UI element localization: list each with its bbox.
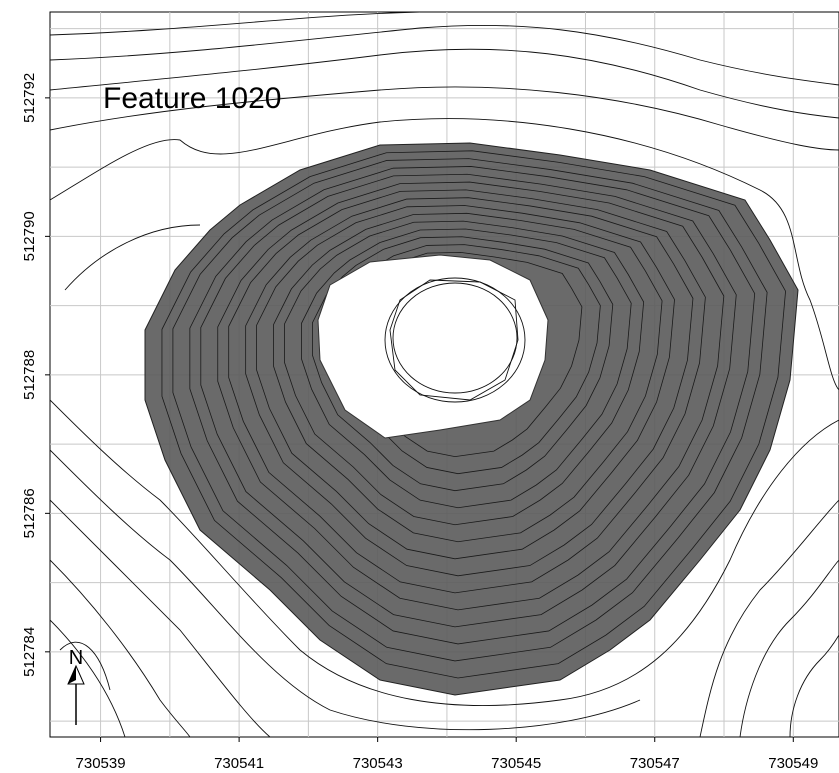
x-tick-label: 730539 <box>76 755 126 772</box>
y-tick-label: 512792 <box>21 73 38 123</box>
x-tick-label: 730547 <box>630 755 680 772</box>
y-tick-label: 512786 <box>21 488 38 538</box>
x-tick-label: 730549 <box>768 755 818 772</box>
map-view: Feature 1020 N 730539 730541 730543 730545 7… <box>0 0 839 773</box>
x-tick-label: 730543 <box>353 755 403 772</box>
x-tick-label: 730541 <box>214 755 264 772</box>
feature-label: Feature 1020 <box>103 82 281 115</box>
y-tick-label: 512790 <box>21 211 38 261</box>
y-tick-label: 512784 <box>21 627 38 677</box>
y-tick-label: 512788 <box>21 350 38 400</box>
north-label: N <box>69 647 83 669</box>
x-tick-label: 730545 <box>491 755 541 772</box>
feature-hole <box>318 255 548 438</box>
